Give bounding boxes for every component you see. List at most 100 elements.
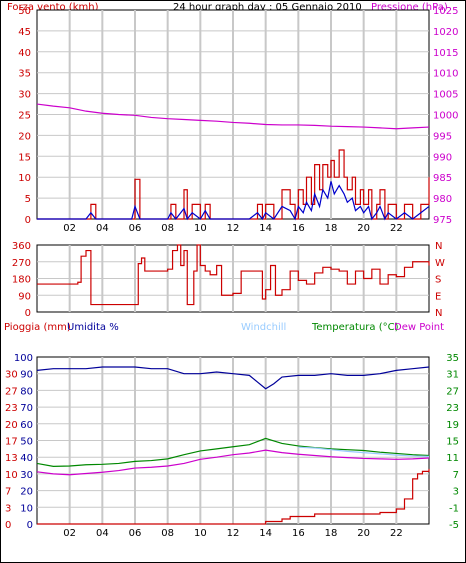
graph-title: 24 hour graph day : 05 Gennaio 2010 <box>173 2 362 13</box>
rain-axis-tick: 20 <box>5 420 18 431</box>
x-tick-label: 22 <box>390 223 403 234</box>
humidity-axis-tick: 70 <box>20 403 33 414</box>
wind-axis-tick: 0 <box>25 215 31 226</box>
wind-axis-tick: 40 <box>18 48 31 59</box>
rain-axis-tick: 27 <box>5 386 18 397</box>
x-tick-label: 18 <box>325 223 338 234</box>
x-tick-label: 22 <box>390 528 403 539</box>
compass-tick: E <box>435 291 441 302</box>
x-tick-label: 16 <box>292 528 305 539</box>
wind-gust-line <box>37 149 430 220</box>
wind-axis-tick: 30 <box>18 90 31 101</box>
rain-axis-tick: 13 <box>5 453 18 464</box>
x-tick-label: 14 <box>259 223 272 234</box>
temperature-axis-tick: -1 <box>449 503 459 514</box>
rain-axis-tick: 30 <box>5 370 18 381</box>
pressure-label: Pressione (hPa) <box>371 2 448 13</box>
temperature-axis-tick: -5 <box>449 520 459 531</box>
humidity-axis-tick: 100 <box>14 353 33 364</box>
pressure-line <box>36 103 430 130</box>
humidity-axis-tick: 0 <box>27 520 33 531</box>
x-tick-label: 08 <box>161 223 174 234</box>
x-tick-label: 20 <box>357 223 370 234</box>
wind-direction-line <box>37 244 430 306</box>
x-tick-label: 04 <box>96 528 109 539</box>
x-tick-label: 18 <box>325 528 338 539</box>
rain-label: Pioggia (mm) <box>4 322 71 333</box>
temperature-axis-tick: 7 <box>453 470 459 481</box>
direction-axis-tick: 270 <box>12 258 31 269</box>
pressure-axis-tick: 975 <box>433 215 452 226</box>
compass-tick: N <box>435 241 442 252</box>
pressure-axis-tick: 1005 <box>433 90 458 101</box>
temperature-axis-tick: 19 <box>446 420 459 431</box>
humidity-axis-tick: 40 <box>20 453 33 464</box>
windchill-line <box>298 446 430 457</box>
x-tick-label: 10 <box>194 528 207 539</box>
compass-tick: S <box>435 275 441 286</box>
compass-tick: N <box>435 308 442 319</box>
direction-axis-tick: 0 <box>25 308 31 319</box>
wind-speed-line <box>37 181 430 221</box>
rain-axis-tick: 7 <box>5 487 11 498</box>
x-tick-label: 10 <box>194 223 207 234</box>
pressure-axis-tick: 980 <box>433 194 452 205</box>
x-tick-label: 06 <box>129 528 142 539</box>
temperature-axis-tick: 15 <box>446 437 459 448</box>
compass-tick: W <box>435 258 445 269</box>
wind-axis-tick: 25 <box>18 111 31 122</box>
wind-axis-tick: 35 <box>18 69 31 80</box>
wind-axis-tick: 10 <box>18 173 31 184</box>
humidity-axis-tick: 10 <box>20 503 33 514</box>
humidity-axis-tick: 60 <box>20 420 33 431</box>
x-tick-label: 12 <box>227 223 240 234</box>
rain-axis-tick: 3 <box>5 503 11 514</box>
pressure-axis-tick: 995 <box>433 131 452 142</box>
x-tick-label: 02 <box>63 223 76 234</box>
wind-axis-tick: 45 <box>18 27 31 38</box>
wind-axis-tick: 15 <box>18 152 31 163</box>
dewpoint-line <box>36 449 430 476</box>
rain-line <box>37 468 430 525</box>
x-tick-label: 06 <box>129 223 142 234</box>
windchill-label: Windchill <box>241 322 287 333</box>
rain-axis-tick: 10 <box>5 470 18 481</box>
temperature-axis-tick: 31 <box>446 370 459 381</box>
x-tick-label: 16 <box>292 223 305 234</box>
pressure-axis-tick: 1010 <box>433 69 458 80</box>
pressure-axis-tick: 990 <box>433 152 452 163</box>
temperature-axis-tick: 11 <box>446 453 459 464</box>
pressure-axis-tick: 985 <box>433 173 452 184</box>
rain-axis-tick: 23 <box>5 403 18 414</box>
temperature-axis-tick: 23 <box>446 403 459 414</box>
wind-axis-tick: 5 <box>25 194 31 205</box>
pressure-axis-tick: 1000 <box>433 111 458 122</box>
pressure-axis-tick: 1015 <box>433 48 458 59</box>
humidity-line <box>36 366 430 390</box>
temperature-axis-tick: 35 <box>446 353 459 364</box>
x-tick-label: 12 <box>227 528 240 539</box>
x-tick-label: 20 <box>357 528 370 539</box>
wind-axis-tick: 50 <box>18 6 31 17</box>
dewpoint-label: Dew Point <box>394 322 445 333</box>
humidity-axis-tick: 50 <box>20 437 33 448</box>
temperature-line <box>36 437 430 467</box>
direction-axis-tick: 90 <box>18 291 31 302</box>
x-tick-label: 08 <box>161 528 174 539</box>
temperature-axis-tick: 3 <box>453 487 459 498</box>
x-tick-label: 02 <box>63 528 76 539</box>
pressure-axis-tick: 1020 <box>433 27 458 38</box>
direction-axis-tick: 360 <box>12 241 31 252</box>
temperature-axis-tick: 27 <box>446 386 459 397</box>
rain-axis-tick: 17 <box>5 437 18 448</box>
humidity-axis-tick: 90 <box>20 370 33 381</box>
pressure-axis-tick: 1025 <box>433 6 458 17</box>
humidity-axis-tick: 80 <box>20 386 33 397</box>
humidity-label: Umidita % <box>67 322 119 333</box>
temperature-label: Temperatura (°C) <box>312 322 399 333</box>
humidity-axis-tick: 30 <box>20 470 33 481</box>
wind-axis-tick: 20 <box>18 131 31 142</box>
rain-axis-tick: 0 <box>5 520 11 531</box>
